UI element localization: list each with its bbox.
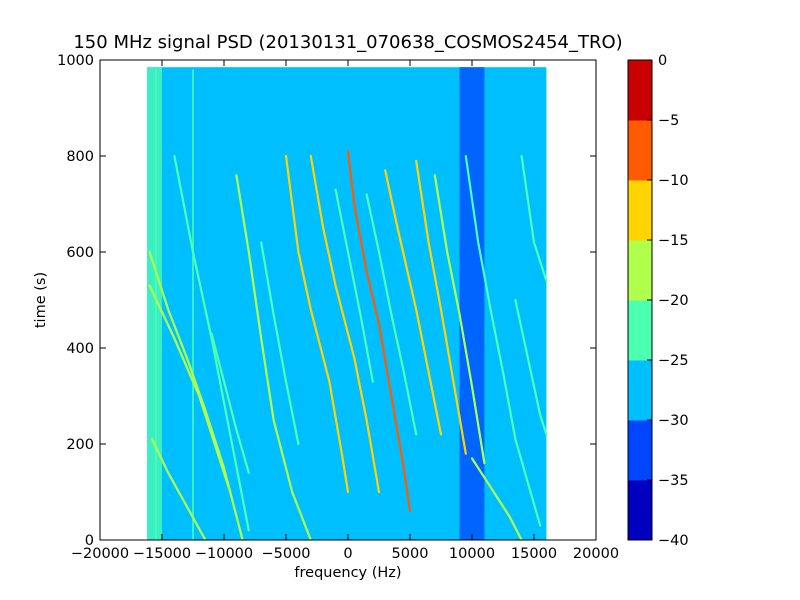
- colorbar-segment: [628, 480, 652, 541]
- colorbar-tick-label: −20: [658, 293, 689, 309]
- x-axis-label: frequency (Hz): [294, 565, 401, 581]
- x-tick-label: −5000: [261, 546, 310, 562]
- doppler-trace-11: [433, 174, 486, 465]
- doppler-trace-5: [235, 174, 312, 542]
- x-axis: −20000 −15000 −10000 −5000 0 5000 10000 15000 20…: [71, 60, 619, 562]
- noise-band: [147, 67, 162, 540]
- doppler-trace-4: [148, 284, 232, 494]
- doppler-trace-17: [334, 188, 374, 383]
- colorbar-segment: [628, 60, 652, 121]
- colorbar-tick-label: −10: [658, 173, 689, 189]
- x-tick-label: −15000: [133, 546, 191, 562]
- colorbar: −40 −35 −30 −25 −20 −15 −10 −5 0: [627, 53, 689, 549]
- doppler-trace-6: [284, 154, 350, 494]
- heatmap-area: [147, 67, 548, 542]
- colorbar-segment: [628, 120, 652, 181]
- colorbar-tick-label: 0: [658, 53, 667, 69]
- doppler-trace-8: [346, 150, 412, 513]
- x-tick-label: 10000: [449, 546, 495, 562]
- y-tick-label: 600: [66, 245, 94, 261]
- x-tick-label: 15000: [511, 546, 557, 562]
- doppler-trace-19: [365, 193, 418, 436]
- doppler-trace-15: [514, 298, 548, 436]
- doppler-trace-9: [384, 169, 443, 436]
- doppler-trace-3: [173, 154, 250, 532]
- doppler-trace-1: [151, 438, 207, 542]
- doppler-trace-13: [470, 457, 523, 542]
- doppler-trace-10: [415, 159, 467, 455]
- doppler-trace-7: [309, 154, 381, 494]
- doppler-trace-14: [520, 154, 548, 282]
- x-tick-label: 5000: [392, 546, 429, 562]
- chart-title: 150 MHz signal PSD (20130131_070638_COSM…: [73, 32, 622, 53]
- y-tick-label: 1000: [57, 53, 94, 69]
- colorbar-tick-label: −40: [658, 533, 689, 549]
- colorbar-segment: [628, 180, 652, 241]
- colorbar-segment: [628, 300, 652, 361]
- colorbar-tick-label: −15: [658, 233, 689, 249]
- colorbar-tick-label: −35: [658, 473, 689, 489]
- noise-band: [459, 67, 485, 540]
- colorbar-tick-label: −25: [658, 353, 689, 369]
- y-tick-label: 400: [66, 341, 94, 357]
- doppler-trace-18: [210, 332, 250, 474]
- colorbar-segment: [628, 240, 652, 301]
- y-tick-label: 800: [66, 149, 94, 165]
- colorbar-segment: [628, 420, 652, 481]
- doppler-trace-16: [260, 241, 300, 446]
- y-tick-label: 200: [66, 437, 94, 453]
- heatmap-background: [147, 67, 547, 540]
- x-tick-label: −10000: [195, 546, 253, 562]
- y-axis-label: time (s): [33, 272, 49, 328]
- colorbar-segment: [628, 360, 652, 421]
- x-tick-label: 0: [343, 546, 352, 562]
- x-tick-label: 20000: [573, 546, 619, 562]
- y-tick-label: 0: [85, 533, 94, 549]
- x-tick-label: −20000: [71, 546, 129, 562]
- colorbar-tick-label: −30: [658, 413, 689, 429]
- colorbar-tick-label: −5: [658, 113, 679, 129]
- doppler-trace-12: [464, 154, 542, 527]
- y-axis: 0 200 400 600 800 1000: [57, 53, 596, 549]
